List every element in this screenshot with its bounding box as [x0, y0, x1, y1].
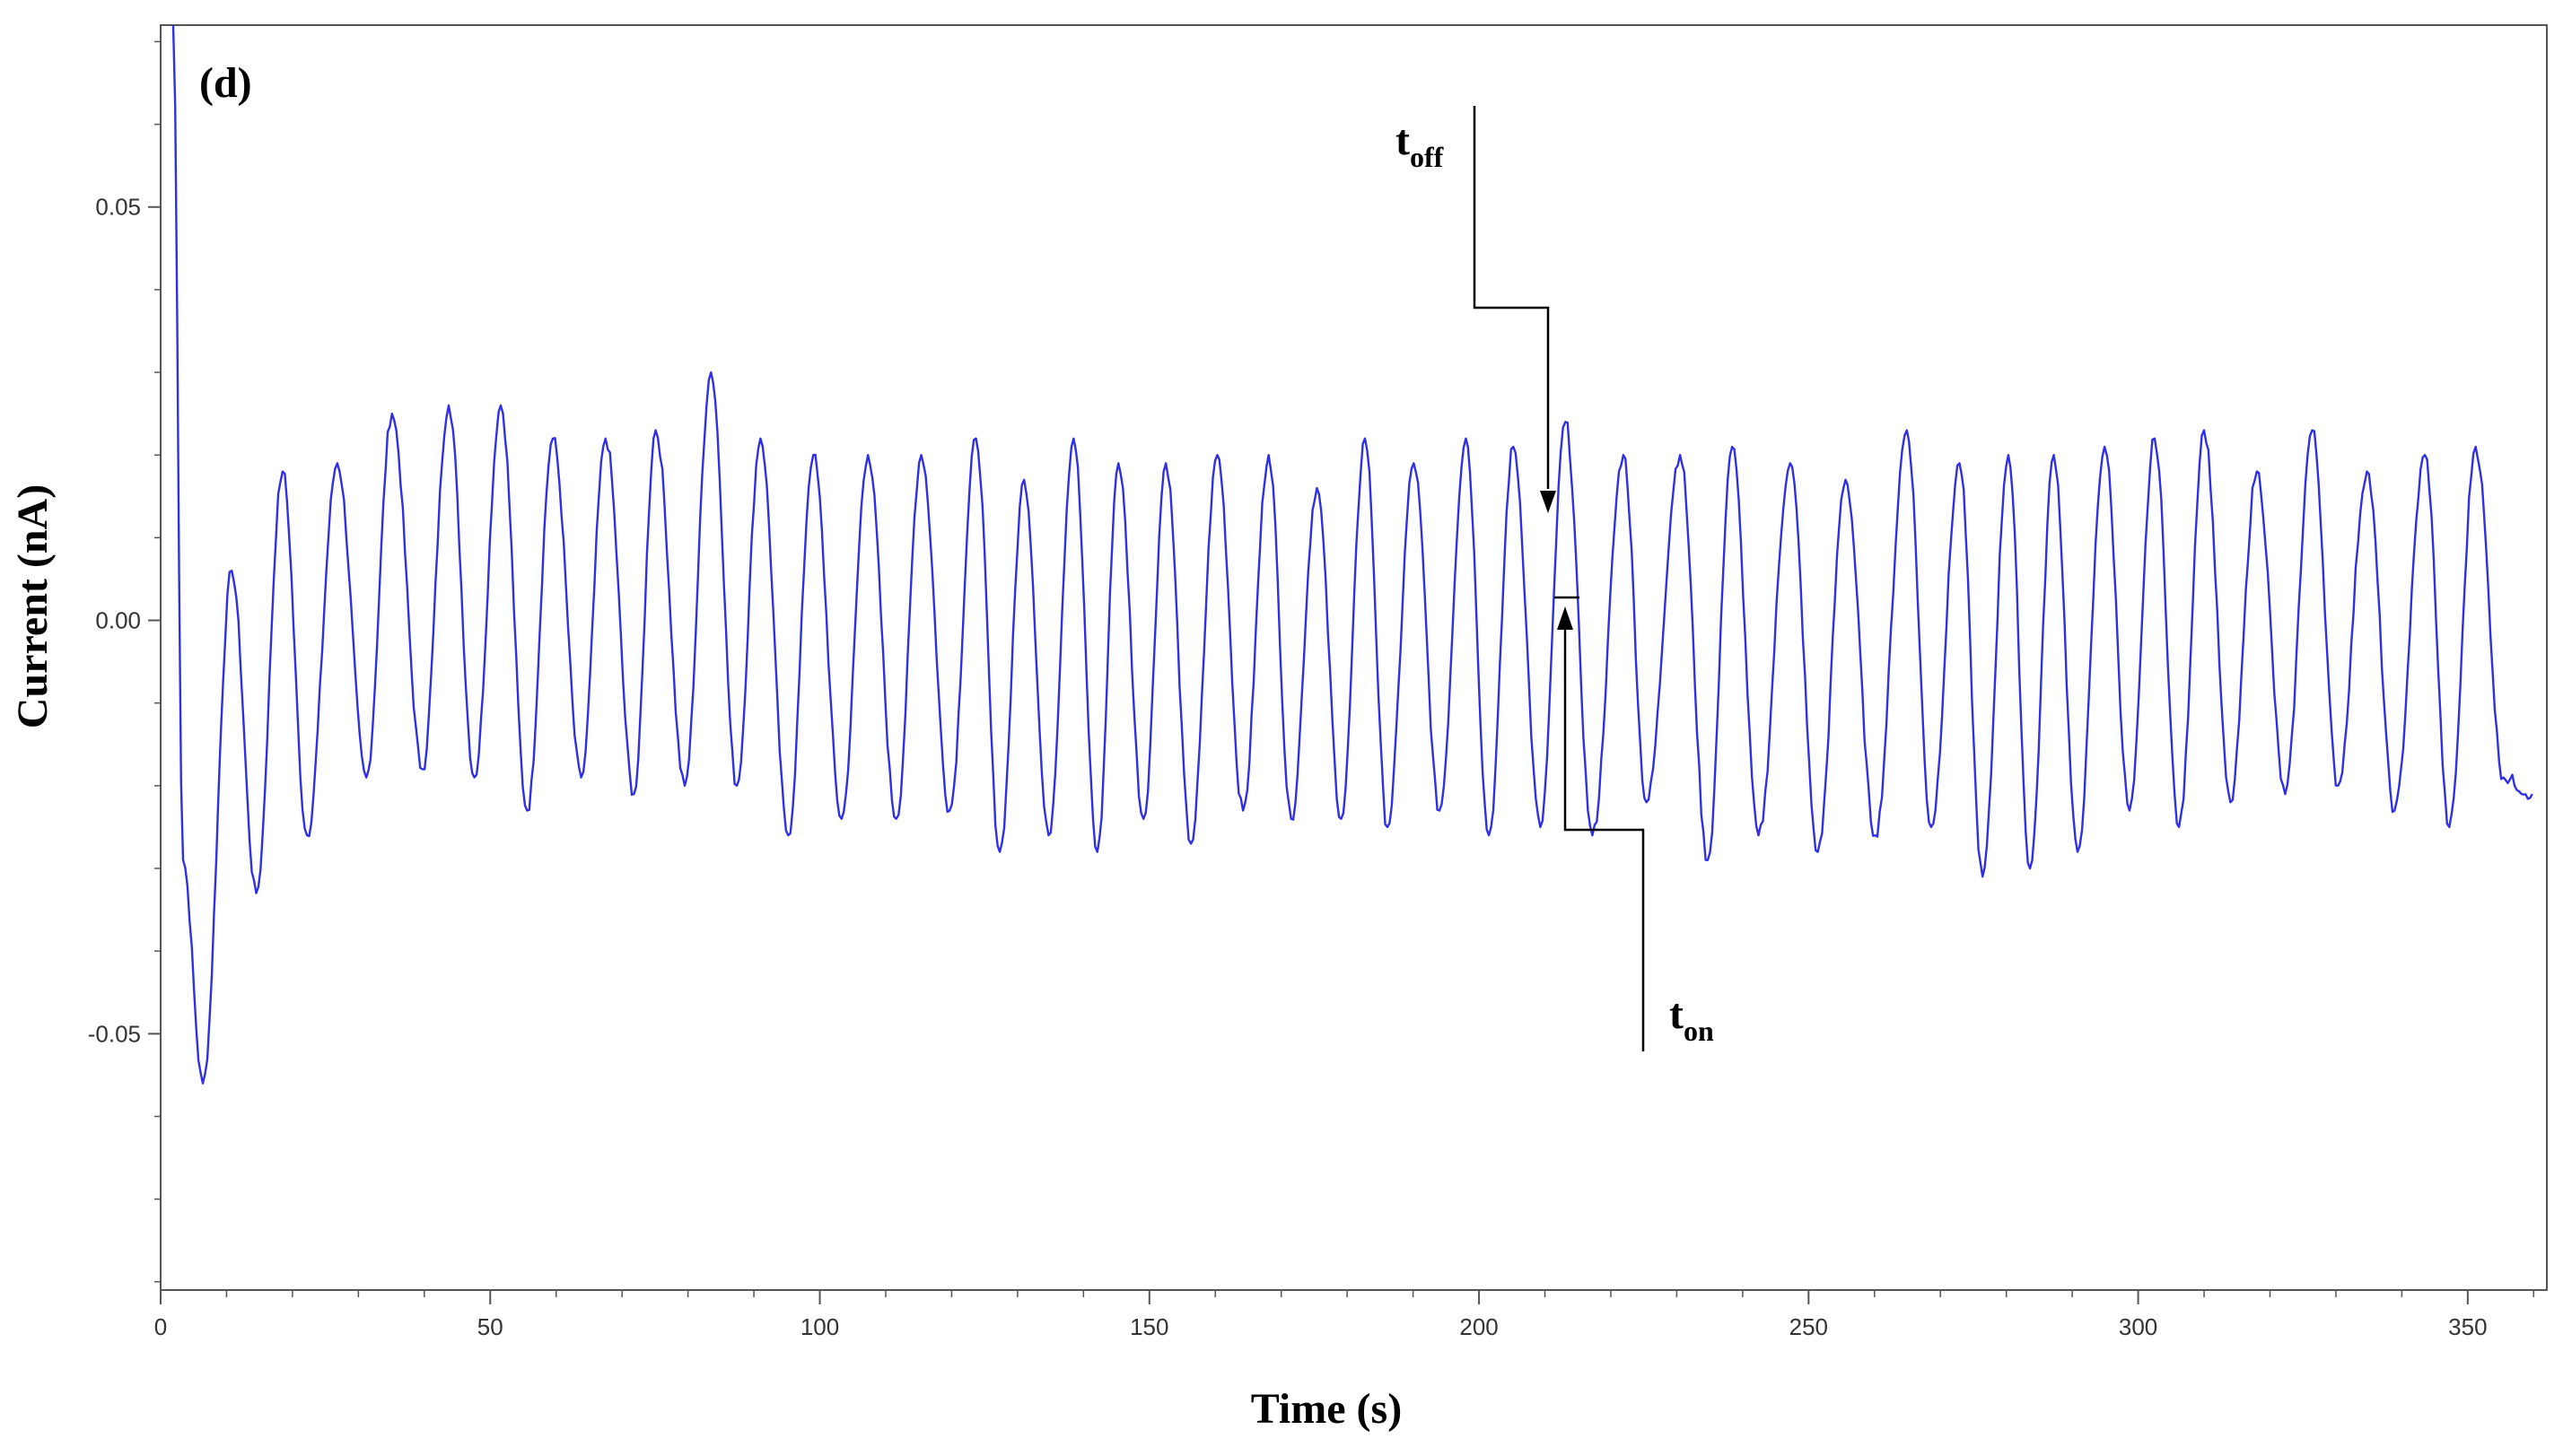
- plot-frame: [160, 24, 2548, 1291]
- x-tick-label: 100: [800, 1313, 839, 1340]
- panel-label: (d): [199, 59, 252, 107]
- x-tick-label: 50: [477, 1313, 503, 1340]
- x-tick-label: 0: [154, 1313, 167, 1340]
- y-tick-label: -0.05: [88, 1020, 141, 1047]
- ton-leader: [1563, 630, 1645, 1051]
- x-tick-label: 150: [1130, 1313, 1168, 1340]
- toff-label: toff: [1395, 117, 1444, 173]
- ton-label: ton: [1669, 990, 1714, 1047]
- toff-leader: [1473, 106, 1550, 489]
- plot-border: [160, 24, 2548, 1291]
- x-tick-label: 300: [2119, 1313, 2157, 1340]
- y-tick-label: 0.05: [95, 194, 141, 221]
- current-series-line: [171, 25, 2533, 1085]
- series-layer: [171, 25, 2533, 1085]
- ton-arrow: [1557, 606, 1573, 630]
- x-tick-label: 250: [1789, 1313, 1828, 1340]
- y-tick-label: 0.00: [95, 607, 141, 634]
- x-tick-label: 350: [2448, 1313, 2487, 1340]
- x-axis-title: Time (s): [1251, 1385, 1402, 1433]
- annotation-layer: toff ton: [1395, 106, 1714, 1051]
- y-axis: 0.05 0.00 -0.05: [88, 40, 161, 1283]
- x-tick-label: 200: [1459, 1313, 1498, 1340]
- y-axis-title: Current (nA): [9, 484, 57, 728]
- x-axis: 0 50 100 150 200 250 300 350: [154, 1290, 2535, 1340]
- toff-arrow: [1540, 491, 1556, 513]
